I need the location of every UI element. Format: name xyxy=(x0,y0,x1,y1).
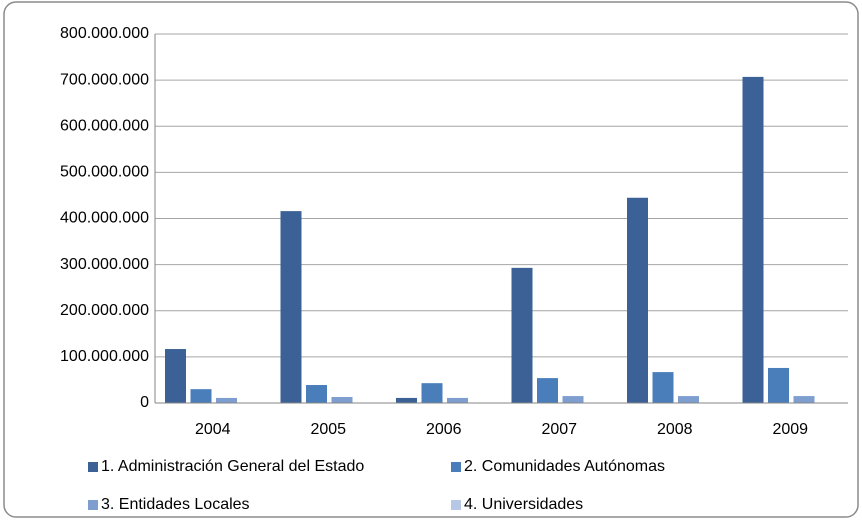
y-tick-label: 600.000.000 xyxy=(60,117,149,134)
bar xyxy=(793,396,815,403)
bar xyxy=(627,197,648,403)
y-tick-label: 500.000.000 xyxy=(60,164,149,181)
bar xyxy=(678,396,699,403)
y-tick-label: 100.000.000 xyxy=(60,348,149,365)
x-tick-label: 2007 xyxy=(541,421,577,438)
y-tick-label: 400.000.000 xyxy=(60,210,149,227)
x-tick-label: 2009 xyxy=(772,421,808,438)
y-tick-label: 800.000.000 xyxy=(60,25,149,42)
bar xyxy=(537,378,558,403)
bar xyxy=(511,267,533,403)
bar xyxy=(652,372,674,403)
bar xyxy=(165,349,186,403)
x-tick-label: 2005 xyxy=(310,421,346,438)
y-tick-label: 300.000.000 xyxy=(60,256,149,273)
bar xyxy=(421,383,443,403)
legend-swatch xyxy=(88,500,98,510)
bar xyxy=(280,211,302,403)
legend-label: 1. Administración General del Estado xyxy=(101,458,364,475)
bar xyxy=(306,385,327,403)
bar xyxy=(190,389,212,403)
legend-label: 2. Comunidades Autónomas xyxy=(464,458,665,475)
bar xyxy=(396,397,417,403)
x-tick-label: 2006 xyxy=(426,421,462,438)
y-tick-label: 0 xyxy=(140,394,149,411)
bar xyxy=(742,76,764,404)
y-tick-label: 700.000.000 xyxy=(60,71,149,88)
legend-swatch xyxy=(451,500,461,510)
bar xyxy=(562,396,584,403)
bar xyxy=(216,397,237,403)
bar xyxy=(768,367,789,403)
x-tick-label: 2004 xyxy=(195,421,231,438)
legend-swatch xyxy=(88,462,98,472)
bar xyxy=(331,397,353,403)
y-tick-label: 200.000.000 xyxy=(60,302,149,319)
x-tick-label: 2008 xyxy=(657,421,693,438)
bar xyxy=(447,397,468,403)
legend-label: 4. Universidades xyxy=(464,496,583,513)
legend-label: 3. Entidades Locales xyxy=(101,496,250,513)
legend-swatch xyxy=(451,462,461,472)
